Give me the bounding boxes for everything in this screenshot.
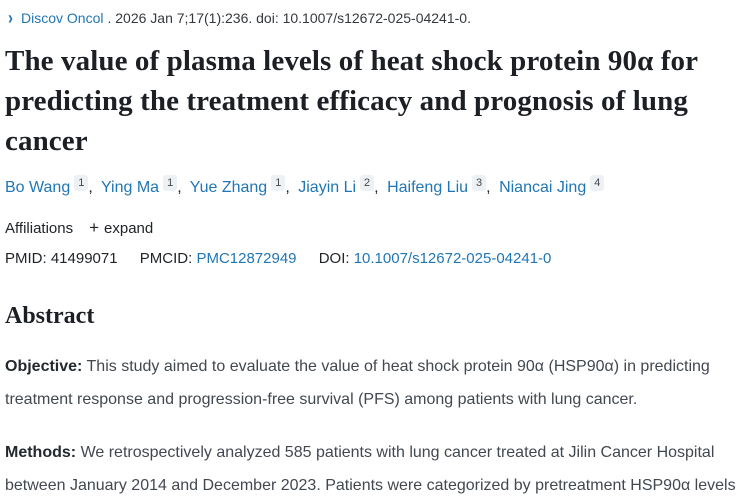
- author-link[interactable]: Ying Ma: [100, 179, 160, 196]
- pmcid-group: PMCID: PMC12872949: [140, 250, 301, 267]
- author-superscript[interactable]: 2: [360, 175, 375, 191]
- author-link[interactable]: Niancai Jing: [499, 179, 587, 196]
- author-link[interactable]: Haifeng Liu: [387, 179, 469, 196]
- journal-citation-line: › Discov Oncol . 2026 Jan 7;17(1):236. d…: [5, 7, 744, 29]
- abstract-body: Objective: This study aimed to evaluate …: [5, 350, 744, 500]
- chevron-right-icon[interactable]: ›: [8, 7, 13, 29]
- abstract-paragraph: Objective: This study aimed to evaluate …: [5, 350, 744, 416]
- author-superscript[interactable]: 4: [590, 175, 605, 191]
- affiliations-label: Affiliations: [5, 219, 74, 237]
- doi-link[interactable]: 10.1007/s12672-025-04241-0: [353, 250, 552, 267]
- citation-text: . 2026 Jan 7;17(1):236. doi: 10.1007/s12…: [107, 10, 471, 26]
- author-separator: ,: [374, 179, 379, 196]
- author-superscript[interactable]: 1: [74, 175, 89, 191]
- doi-group: DOI: 10.1007/s12672-025-04241-0: [319, 250, 552, 267]
- author-separator: ,: [177, 179, 182, 196]
- plus-icon: +: [89, 218, 100, 237]
- expand-affiliations-button[interactable]: + expand: [89, 218, 153, 238]
- author-link[interactable]: Bo Wang: [5, 179, 71, 196]
- abstract-section-text: We retrospectively analyzed 585 patients…: [5, 444, 736, 494]
- author-superscript[interactable]: 1: [163, 175, 178, 191]
- doi-label: DOI:: [318, 250, 350, 267]
- author-superscript[interactable]: 3: [472, 175, 487, 191]
- author-item: Jiayin Li 2,: [298, 175, 387, 196]
- author-superscript[interactable]: 1: [271, 175, 286, 191]
- pmcid-link[interactable]: PMC12872949: [196, 250, 297, 267]
- pmid-label: PMID:: [5, 250, 47, 267]
- author-item: Niancai Jing 4: [499, 175, 605, 196]
- author-link[interactable]: Yue Zhang: [189, 179, 268, 196]
- author-item: Ying Ma 1,: [100, 175, 190, 196]
- expand-label: expand: [104, 219, 154, 237]
- article-title: The value of plasma levels of heat shock…: [5, 45, 698, 157]
- abstract-section-label: Objective:: [5, 358, 83, 375]
- pmid-group: PMID: 41499071: [5, 250, 122, 267]
- author-separator: ,: [486, 179, 491, 196]
- identifiers-row: PMID: 41499071 PMCID: PMC12872949 DOI: 1…: [5, 250, 744, 267]
- author-link[interactable]: Jiayin Li: [298, 179, 357, 196]
- abstract-section-label: Methods:: [5, 444, 77, 461]
- abstract-section-text: This study aimed to evaluate the value o…: [5, 358, 710, 408]
- author-item: Haifeng Liu 3,: [387, 175, 499, 196]
- author-item: Yue Zhang 1,: [189, 175, 298, 196]
- author-item: Bo Wang 1,: [5, 175, 101, 196]
- pmcid-label: PMCID:: [139, 250, 193, 267]
- abstract-paragraph: Methods: We retrospectively analyzed 585…: [5, 436, 744, 500]
- journal-link[interactable]: Discov Oncol: [21, 10, 104, 26]
- abstract-heading: Abstract: [5, 303, 95, 329]
- affiliations-row: Affiliations + expand: [5, 218, 744, 238]
- author-separator: ,: [88, 179, 93, 196]
- pmid-value: 41499071: [50, 250, 118, 267]
- authors-list: Bo Wang 1, Ying Ma 1, Yue Zhang 1, Jiayin L…: [5, 175, 744, 201]
- author-separator: ,: [285, 179, 290, 196]
